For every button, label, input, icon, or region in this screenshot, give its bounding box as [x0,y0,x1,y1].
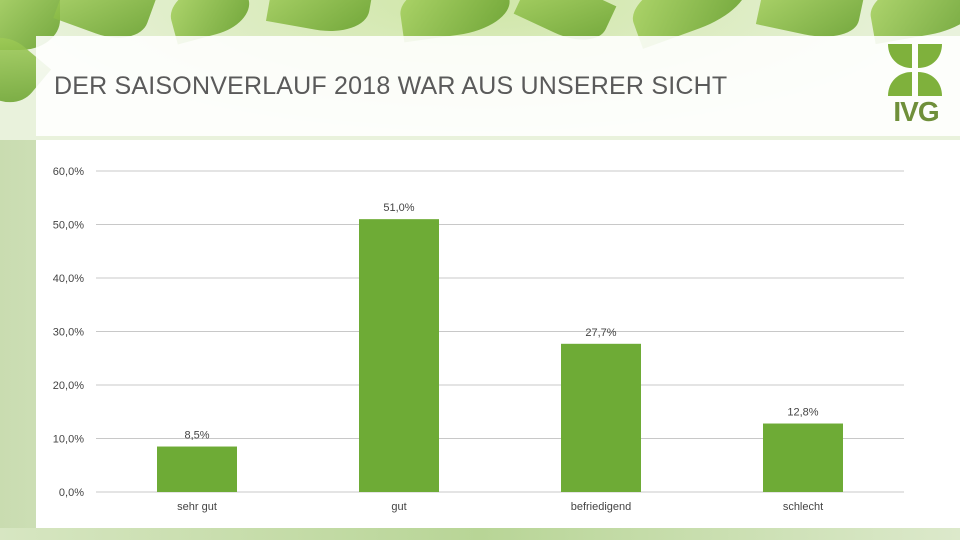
x-tick-label: schlecht [783,501,823,513]
data-label: 12,8% [787,407,818,419]
data-label: 8,5% [184,430,209,442]
data-label: 51,0% [383,202,414,214]
y-tick-label: 40,0% [53,273,84,285]
slide-title: DER SAISONVERLAUF 2018 WAR AUS UNSERER S… [54,72,728,100]
data-label: 27,7% [585,327,616,339]
ivg-logo-icon [888,44,942,96]
bottom-strip [0,528,960,540]
chart-panel: 0,0% 10,0% 20,0% 30,0% 40,0% 50,0% 60,0% 8,5% 5… [36,140,960,528]
y-tick-label: 30,0% [53,327,84,339]
x-axis-tick-labels: sehr gut gut befriedigend schlecht [177,501,823,513]
bar-sehr-gut [157,446,237,492]
y-tick-label: 0,0% [59,487,84,499]
title-band [36,36,960,136]
y-tick-label: 10,0% [53,434,84,446]
logo-text: IVG [893,96,939,127]
x-tick-label: befriedigend [571,501,632,513]
x-tick-label: sehr gut [177,501,217,513]
data-labels: 8,5% 51,0% 27,7% 12,8% [184,202,818,441]
x-tick-label: gut [391,501,406,513]
bar-chart: 0,0% 10,0% 20,0% 30,0% 40,0% 50,0% 60,0% 8,5% 5… [53,166,904,513]
y-tick-label: 60,0% [53,166,84,178]
y-tick-label: 50,0% [53,220,84,232]
bars [157,219,843,492]
y-tick-label: 20,0% [53,380,84,392]
bar-schlecht [763,423,843,492]
y-axis-tick-labels: 0,0% 10,0% 20,0% 30,0% 40,0% 50,0% 60,0% [53,166,84,499]
bar-befriedigend [561,343,641,492]
bar-gut [359,219,439,492]
